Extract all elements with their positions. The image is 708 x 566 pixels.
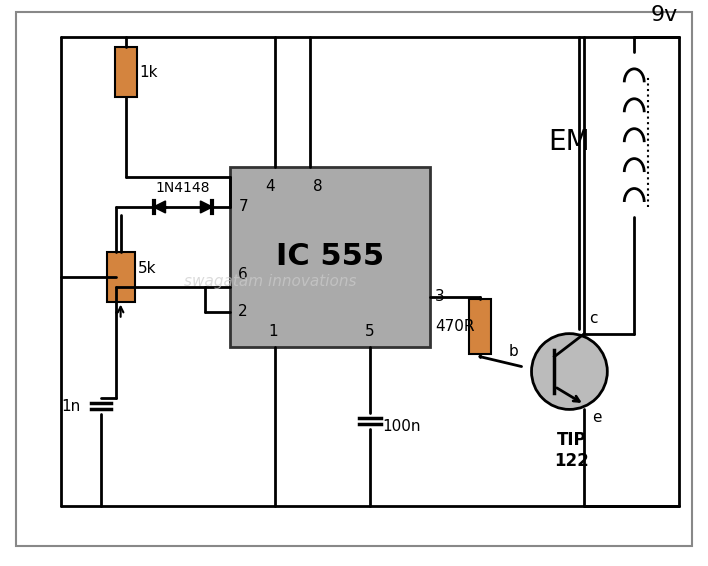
FancyBboxPatch shape [107,252,135,302]
Polygon shape [154,201,166,213]
Text: 1k: 1k [139,65,158,80]
Text: TIP
122: TIP 122 [554,431,589,470]
Text: 470R: 470R [435,319,474,334]
Text: IC 555: IC 555 [276,242,384,271]
Text: 9v: 9v [651,6,678,25]
FancyBboxPatch shape [230,167,430,346]
Text: 2: 2 [239,304,248,319]
Text: 4: 4 [266,179,275,194]
Text: 5: 5 [365,324,375,338]
Text: EM: EM [549,128,590,156]
Text: 1n: 1n [62,399,81,414]
Polygon shape [200,201,212,213]
Text: 100n: 100n [382,419,421,434]
FancyBboxPatch shape [115,48,137,97]
Text: 6: 6 [239,267,248,282]
Text: b: b [508,344,518,358]
Text: 1N4148: 1N4148 [155,181,210,195]
Text: 1: 1 [268,324,278,338]
Text: e: e [593,410,602,425]
Text: 3: 3 [435,289,445,305]
Text: swagatam innovations: swagatam innovations [184,275,356,289]
Text: 7: 7 [239,199,248,215]
Text: c: c [589,311,598,326]
Text: 8: 8 [313,179,323,194]
FancyBboxPatch shape [469,299,491,354]
Circle shape [532,333,607,409]
Text: 5k: 5k [137,261,156,276]
